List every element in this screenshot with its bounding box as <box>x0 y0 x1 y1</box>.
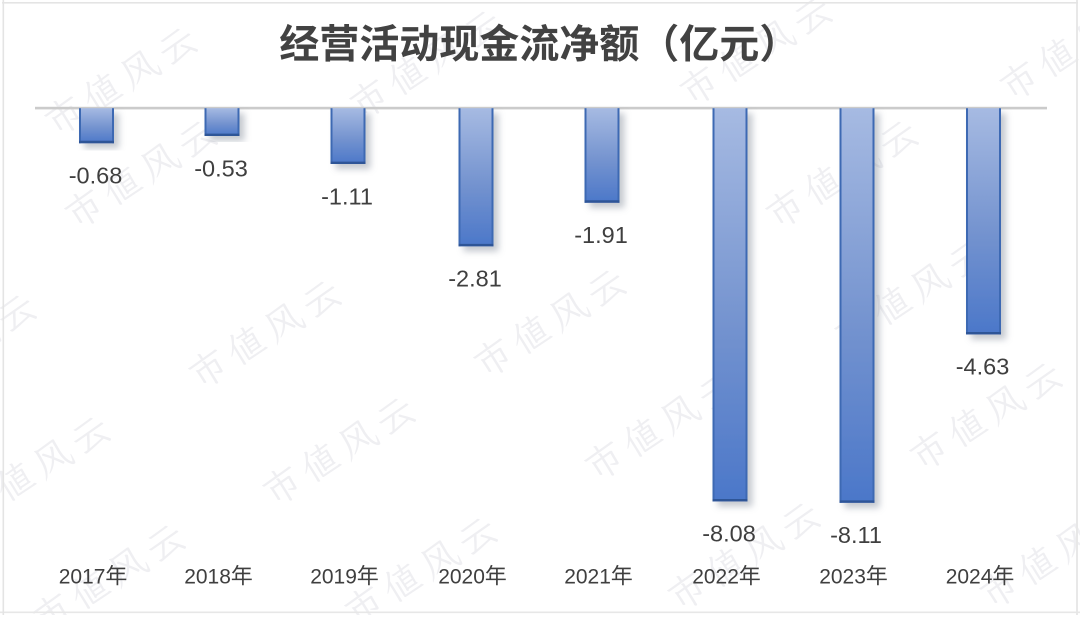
svg-text:2022: 2022 <box>692 566 739 589</box>
svg-text:2018: 2018 <box>184 566 231 589</box>
svg-text:2023: 2023 <box>819 566 866 589</box>
svg-text:-0.53: -0.53 <box>194 155 248 181</box>
svg-text:2020: 2020 <box>438 566 485 589</box>
svg-text:2021: 2021 <box>564 566 611 589</box>
svg-text:-8.08: -8.08 <box>702 521 756 547</box>
svg-text:-2.81: -2.81 <box>448 266 502 292</box>
svg-text:2019: 2019 <box>310 566 357 589</box>
svg-text:-1.11: -1.11 <box>321 183 373 209</box>
svg-text:-4.63: -4.63 <box>956 354 1010 380</box>
svg-text:-1.91: -1.91 <box>574 222 628 248</box>
svg-text:-8.11: -8.11 <box>830 522 882 548</box>
svg-text:2017: 2017 <box>59 566 106 589</box>
svg-text:2024: 2024 <box>946 566 993 589</box>
svg-text:-0.68: -0.68 <box>69 163 123 189</box>
